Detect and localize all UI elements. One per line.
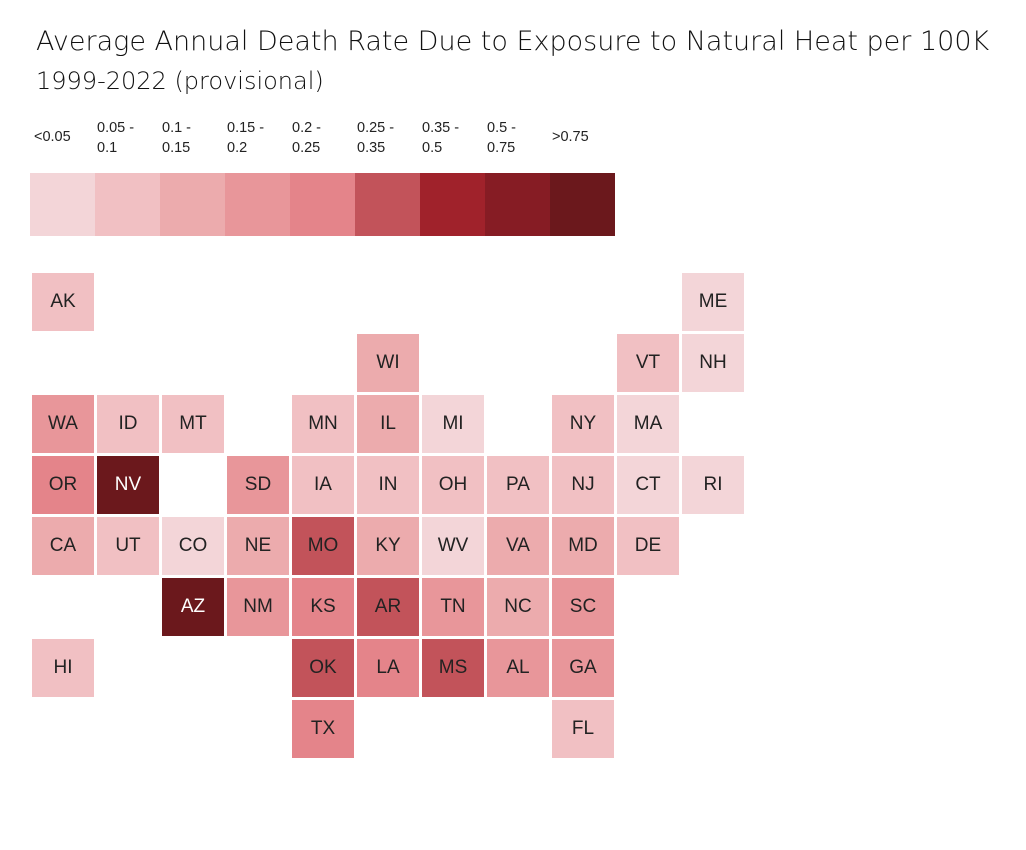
legend-label-line: <0.05 xyxy=(34,129,71,145)
state-tile-fl[interactable]: FL xyxy=(552,700,614,758)
legend-swatch xyxy=(550,173,615,236)
state-tile-ct[interactable]: CT xyxy=(617,456,679,514)
state-tile-ia[interactable]: IA xyxy=(292,456,354,514)
color-legend: <0.05 0.05 -0.1 0.1 -0.15 0.15 -0.2 0.2 -0.2… xyxy=(30,118,630,238)
state-tile-ca[interactable]: CA xyxy=(32,517,94,575)
legend-label: 0.05 - 0.1 xyxy=(97,118,159,158)
state-tile-sc[interactable]: SC xyxy=(552,578,614,636)
state-tile-pa[interactable]: PA xyxy=(487,456,549,514)
legend-label-line: 0.2 - xyxy=(292,120,322,136)
legend-label: 0.35 - 0.5 xyxy=(422,118,484,158)
state-tile-ok[interactable]: OK xyxy=(292,639,354,697)
legend-label-line: 0.35 xyxy=(357,140,386,156)
state-tile-wa[interactable]: WA xyxy=(32,395,94,453)
legend-swatch xyxy=(355,173,420,236)
state-tile-mi[interactable]: MI xyxy=(422,395,484,453)
state-tile-nv[interactable]: NV xyxy=(97,456,159,514)
legend-label-line: 0.2 xyxy=(227,140,248,156)
legend-swatch xyxy=(290,173,355,236)
state-tile-nc[interactable]: NC xyxy=(487,578,549,636)
legend-swatch xyxy=(420,173,485,236)
legend-label-line: 0.75 xyxy=(487,140,516,156)
state-tile-or[interactable]: OR xyxy=(32,456,94,514)
state-tile-ne[interactable]: NE xyxy=(227,517,289,575)
state-tile-nm[interactable]: NM xyxy=(227,578,289,636)
state-tile-ar[interactable]: AR xyxy=(357,578,419,636)
state-tile-me[interactable]: ME xyxy=(682,273,744,331)
state-tile-de[interactable]: DE xyxy=(617,517,679,575)
state-tile-az[interactable]: AZ xyxy=(162,578,224,636)
legend-swatch xyxy=(95,173,160,236)
state-tile-in[interactable]: IN xyxy=(357,456,419,514)
state-tile-vt[interactable]: VT xyxy=(617,334,679,392)
state-tile-wi[interactable]: WI xyxy=(357,334,419,392)
state-tile-md[interactable]: MD xyxy=(552,517,614,575)
legend-label: 0.25 - 0.35 xyxy=(357,118,419,158)
legend-label: 0.1 - 0.15 xyxy=(162,118,224,158)
state-tile-ks[interactable]: KS xyxy=(292,578,354,636)
state-tile-il[interactable]: IL xyxy=(357,395,419,453)
state-tile-ms[interactable]: MS xyxy=(422,639,484,697)
state-tile-hi[interactable]: HI xyxy=(32,639,94,697)
state-tile-ri[interactable]: RI xyxy=(682,456,744,514)
legend-label: <0.05 xyxy=(34,127,96,147)
chart-subtitle: 1999-2022 (provisional) xyxy=(36,67,324,95)
legend-label: 0.15 - 0.2 xyxy=(227,118,289,158)
state-tile-ut[interactable]: UT xyxy=(97,517,159,575)
state-tile-id[interactable]: ID xyxy=(97,395,159,453)
state-tile-la[interactable]: LA xyxy=(357,639,419,697)
legend-label: 0.2 - 0.25 xyxy=(292,118,354,158)
state-tile-nh[interactable]: NH xyxy=(682,334,744,392)
state-tile-oh[interactable]: OH xyxy=(422,456,484,514)
legend-label-line: 0.25 xyxy=(292,140,321,156)
state-tile-ny[interactable]: NY xyxy=(552,395,614,453)
state-tile-va[interactable]: VA xyxy=(487,517,549,575)
state-tile-mt[interactable]: MT xyxy=(162,395,224,453)
state-tile-ky[interactable]: KY xyxy=(357,517,419,575)
legend-label: 0.5 - 0.75 xyxy=(487,118,549,158)
legend-label-line: 0.15 - xyxy=(227,120,265,136)
legend-swatch xyxy=(30,173,95,236)
legend-label-line: 0.25 - xyxy=(357,120,395,136)
state-tile-wv[interactable]: WV xyxy=(422,517,484,575)
state-tile-sd[interactable]: SD xyxy=(227,456,289,514)
chart-title: Average Annual Death Rate Due to Exposur… xyxy=(36,26,990,57)
legend-label-line: 0.1 xyxy=(97,140,118,156)
legend-label-line: 0.1 - xyxy=(162,120,192,136)
state-tile-ga[interactable]: GA xyxy=(552,639,614,697)
state-tile-ak[interactable]: AK xyxy=(32,273,94,331)
legend-label-line: 0.5 - xyxy=(487,120,517,136)
state-tile-nj[interactable]: NJ xyxy=(552,456,614,514)
legend-swatch xyxy=(485,173,550,236)
state-tile-ma[interactable]: MA xyxy=(617,395,679,453)
legend-swatch xyxy=(160,173,225,236)
legend-label-line: 0.05 - xyxy=(97,120,135,136)
state-tile-co[interactable]: CO xyxy=(162,517,224,575)
legend-label-line: 0.35 - xyxy=(422,120,460,136)
legend-label-line: 0.5 xyxy=(422,140,443,156)
state-tile-mn[interactable]: MN xyxy=(292,395,354,453)
state-tile-al[interactable]: AL xyxy=(487,639,549,697)
legend-label-line: 0.15 xyxy=(162,140,191,156)
state-tile-tn[interactable]: TN xyxy=(422,578,484,636)
legend-label-line: >0.75 xyxy=(552,129,589,145)
legend-swatch xyxy=(225,173,290,236)
legend-label: >0.75 xyxy=(552,127,614,147)
state-tile-mo[interactable]: MO xyxy=(292,517,354,575)
state-tile-tx[interactable]: TX xyxy=(292,700,354,758)
